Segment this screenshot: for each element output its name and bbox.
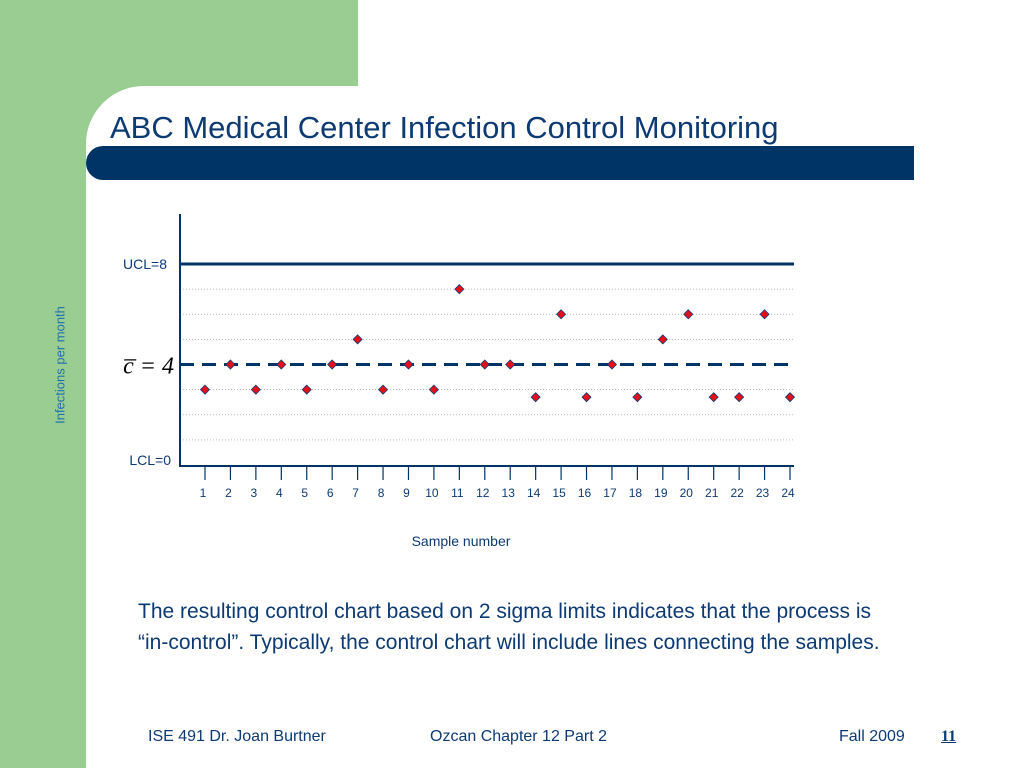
data-point (657, 334, 668, 345)
x-tick-label: 18 (629, 486, 643, 500)
x-tick-label: 6 (327, 486, 334, 500)
data-point (352, 334, 363, 345)
data-point (225, 359, 236, 370)
x-tick-label: 12 (476, 486, 490, 500)
x-tick-label: 1 (200, 486, 207, 500)
data-point (581, 392, 592, 403)
footer-term: Fall 2009 (839, 728, 905, 745)
x-tick-label: 16 (578, 486, 592, 500)
x-tick-label: 13 (502, 486, 516, 500)
title-bar (86, 146, 914, 180)
x-tick-label: 8 (378, 486, 385, 500)
footer-page-number: 11 (941, 728, 957, 745)
data-points (199, 284, 796, 403)
x-tick-label: 22 (730, 486, 744, 500)
slide-title: ABC Medical Center Infection Control Mon… (110, 110, 779, 145)
x-tick-label: 5 (301, 486, 308, 500)
body-paragraph: The resulting control chart based on 2 s… (138, 600, 880, 654)
data-point (454, 284, 465, 295)
data-point (505, 359, 516, 370)
data-point (734, 392, 745, 403)
data-point (327, 359, 338, 370)
data-point (556, 309, 567, 320)
data-point (428, 384, 439, 395)
data-point (530, 392, 541, 403)
data-point (606, 359, 618, 370)
x-tick-label: 7 (352, 486, 359, 500)
data-point (403, 359, 414, 370)
gridlines (180, 288, 794, 441)
x-tick-label: 15 (552, 486, 566, 500)
data-point (759, 309, 770, 320)
lcl-label: LCL=0 (129, 452, 171, 468)
data-point (479, 359, 490, 370)
x-tick-label: 14 (527, 486, 541, 500)
x-tick-label: 21 (705, 486, 719, 500)
x-tick-label: 17 (603, 486, 617, 500)
data-point (199, 384, 211, 395)
x-axis-label: Sample number (412, 533, 511, 549)
x-tick-label: 2 (225, 486, 232, 500)
content-panel (86, 86, 1024, 768)
data-point (683, 309, 694, 320)
ucl-label: UCL=8 (123, 256, 167, 272)
x-tick-label: 4 (276, 486, 283, 500)
data-point (708, 392, 719, 403)
x-ticks: 1 2 3 4 5 6 7 8 9 10 11 12 13 14 15 16 17 18 19 20 21 22 23 24 (200, 466, 795, 500)
data-point (377, 384, 389, 395)
x-tick-label: 19 (654, 486, 668, 500)
x-tick-label: 9 (403, 486, 410, 500)
x-tick-label: 24 (781, 486, 795, 500)
x-tick-label: 23 (756, 486, 770, 500)
footer-chapter: Ozcan Chapter 12 Part 2 (430, 728, 607, 745)
data-point (784, 392, 796, 403)
data-point (276, 359, 287, 370)
x-tick-label: 10 (425, 486, 439, 500)
center-line-label: c̅ = 4 (123, 354, 174, 380)
data-point (250, 384, 261, 395)
x-tick-label: 20 (680, 486, 694, 500)
x-tick-label: 3 (251, 486, 258, 500)
footer-course: ISE 491 Dr. Joan Burtner (148, 728, 326, 745)
x-tick-label: 11 (451, 486, 464, 500)
data-point (301, 384, 312, 395)
data-point (632, 392, 643, 403)
